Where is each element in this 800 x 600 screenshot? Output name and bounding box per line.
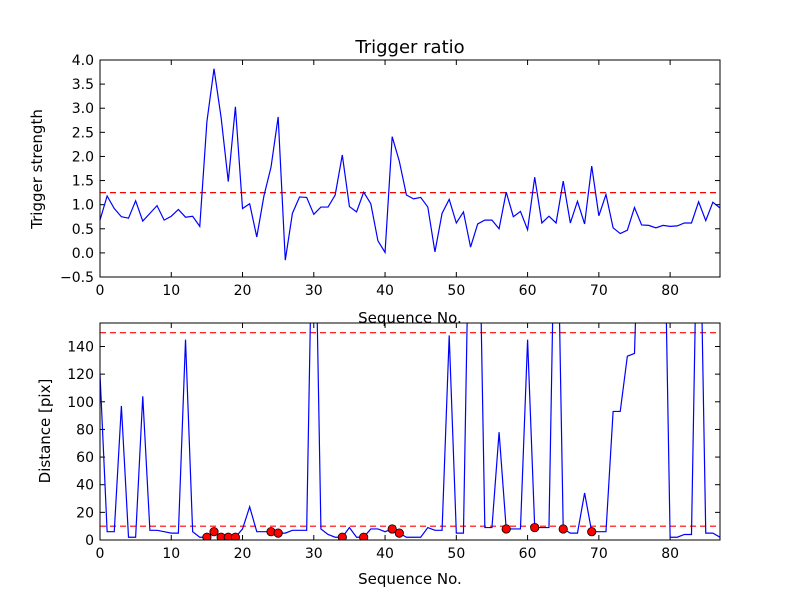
x-tick-label: 40 xyxy=(376,546,394,562)
x-tick-label: 70 xyxy=(590,546,608,562)
y-tick-label: 0.0 xyxy=(72,246,94,262)
y-tick-label: 120 xyxy=(67,367,94,383)
plot-marks xyxy=(100,323,720,540)
y-tick-label: 100 xyxy=(67,395,94,411)
distance-plot-area: 0 10 20 30 40 50 60 70 80 0 20 40 60 80 100 120 140 xyxy=(67,322,721,562)
trigger-ratio-plot-area: 0 10 20 30 40 50 60 70 80 −0.5 0.0 0.5 1.0 1.5 2.0 2.5 3… xyxy=(60,53,721,299)
x-tick-label: 50 xyxy=(447,546,465,562)
data-point xyxy=(230,532,241,540)
x-tick-label: 60 xyxy=(519,546,537,562)
x-tick-label: 10 xyxy=(162,546,180,562)
x-tick-label: 20 xyxy=(234,546,252,562)
x-tick-label: 80 xyxy=(661,283,679,299)
data-point xyxy=(394,528,404,538)
x-tick-label: 50 xyxy=(447,283,465,299)
data-point xyxy=(387,524,397,534)
chart-title: Trigger ratio xyxy=(354,37,464,58)
y-tick-label: 2.5 xyxy=(72,125,94,141)
x-tick-label: 10 xyxy=(162,283,180,299)
data-point xyxy=(209,527,219,537)
data-point xyxy=(337,532,347,540)
data-point xyxy=(530,522,540,533)
data-point xyxy=(587,527,597,537)
y-tick-label: 80 xyxy=(76,422,94,438)
data-point xyxy=(359,532,369,540)
x-tick-label: 40 xyxy=(376,283,394,299)
x-tick-label: 60 xyxy=(519,283,537,299)
y-tick-label: 40 xyxy=(76,478,94,494)
x-tick-label: 30 xyxy=(305,283,323,299)
distance-panel: 0 10 20 30 40 50 60 70 80 0 20 40 60 80 100 120 140 Sequ… xyxy=(36,322,721,588)
x-tick-label: 70 xyxy=(590,283,608,299)
axes-frame xyxy=(99,59,721,278)
y-tick-label: 0.5 xyxy=(72,222,94,238)
y-tick-label: 2.0 xyxy=(72,149,94,165)
x-tick-label: 30 xyxy=(305,546,323,562)
data-point xyxy=(202,532,212,540)
y-tick-label: 3.5 xyxy=(72,77,94,93)
x-tick-label: 80 xyxy=(661,546,679,562)
x-axis-label: Sequence No. xyxy=(358,570,462,588)
y-axis-label: Distance [pix] xyxy=(36,379,54,484)
y-tick-label: 140 xyxy=(67,339,94,355)
axes-frame xyxy=(99,322,721,541)
y-tick-label: 4.0 xyxy=(72,53,94,69)
data-point xyxy=(558,524,568,534)
x-tick-label: 0 xyxy=(96,283,105,299)
y-tick-label: −0.5 xyxy=(60,270,94,286)
y-tick-label: 60 xyxy=(76,450,94,466)
y-tick-label: 0 xyxy=(85,533,94,549)
y-tick-label: 1.0 xyxy=(72,198,94,214)
x-tick-label: 0 xyxy=(96,546,105,562)
plot-marks xyxy=(100,68,720,261)
x-axis-label: Sequence No. xyxy=(358,309,462,327)
series-line xyxy=(100,68,720,261)
x-tick-label: 20 xyxy=(234,283,252,299)
y-axis-label: Trigger strength xyxy=(28,109,46,230)
y-tick-label: 20 xyxy=(76,505,94,521)
data-point xyxy=(501,524,511,534)
data-point xyxy=(273,528,283,538)
y-tick-label: 3.0 xyxy=(72,101,94,117)
y-tick-label: 1.5 xyxy=(72,174,94,190)
